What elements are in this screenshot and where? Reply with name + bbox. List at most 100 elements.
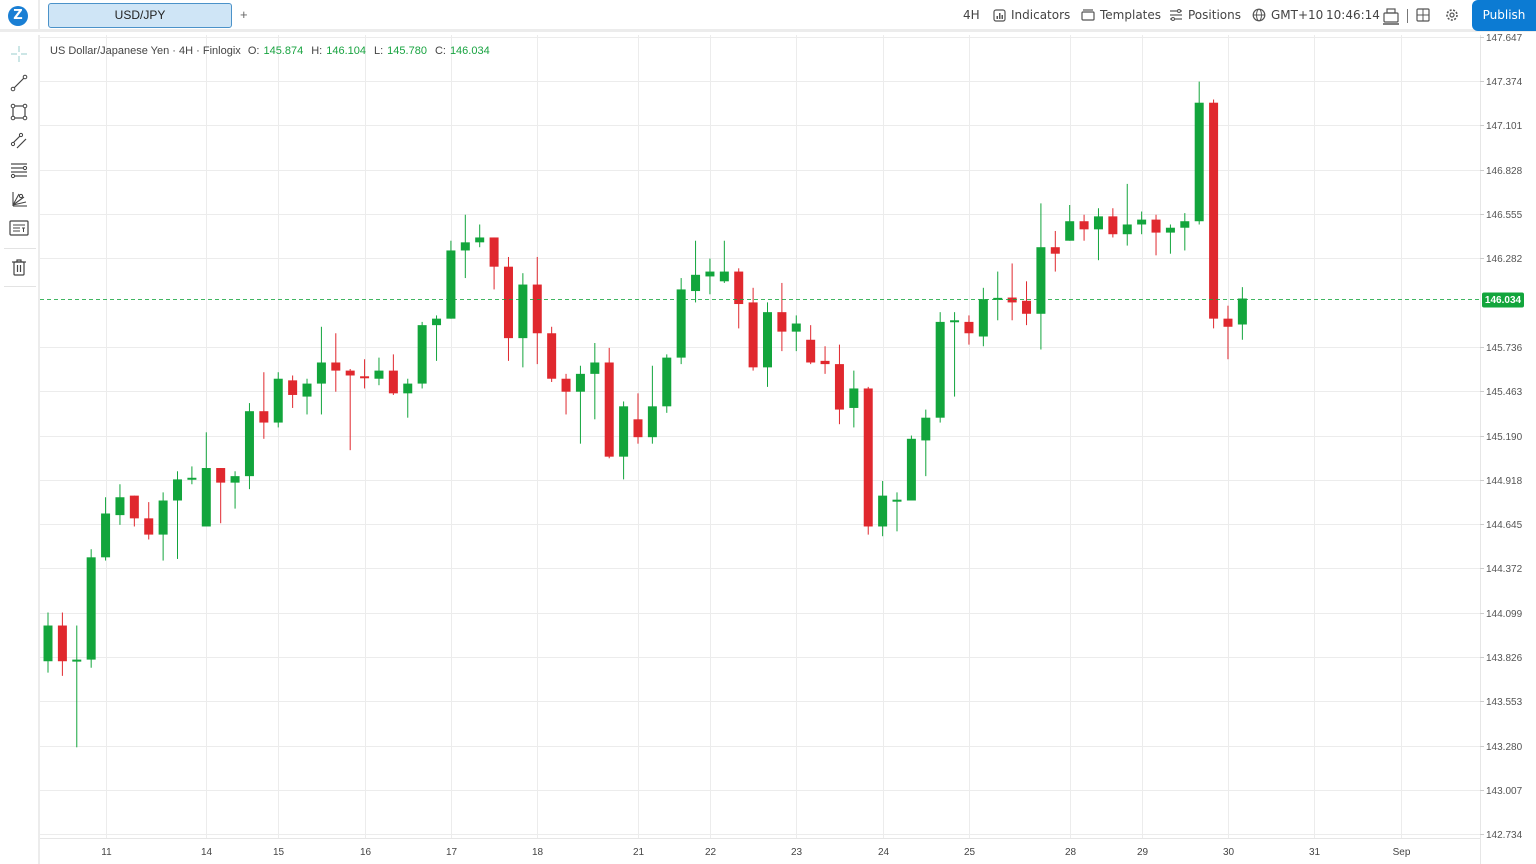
candle-down <box>1108 208 1118 238</box>
candle-body <box>1122 224 1132 235</box>
candle-down <box>360 359 370 389</box>
high-label: H: <box>311 45 323 57</box>
time-tick-label: 15 <box>273 847 285 858</box>
candle-body <box>763 312 772 368</box>
clock: 10:46:14 <box>1326 8 1380 22</box>
candle-body <box>619 406 629 457</box>
candle-up <box>86 549 96 668</box>
candle-up <box>273 372 283 428</box>
timezone-label: GMT+10 <box>1271 8 1324 22</box>
candle-up <box>244 403 254 490</box>
candle-body <box>86 557 96 660</box>
crosshair-icon[interactable] <box>9 44 29 64</box>
price-axis[interactable]: 147.647 147.374 147.101 146.828 146.555 146.2… <box>1480 33 1523 841</box>
indicators-button[interactable]: Indicators <box>993 8 1070 22</box>
candle-body <box>978 299 988 337</box>
time-tick-label: 16 <box>360 847 372 858</box>
price-tick-label: 145.190 <box>1486 432 1523 443</box>
candle-down <box>388 354 398 395</box>
candle-up <box>906 435 916 501</box>
snapshot-button[interactable] <box>1383 7 1399 25</box>
tab-usd-jpy[interactable]: USD/JPY <box>48 3 232 28</box>
candle-body <box>302 383 312 397</box>
candle-down <box>863 386 873 535</box>
time-tick-label: 25 <box>964 847 976 858</box>
candle-up <box>201 432 211 527</box>
trend-line-icon[interactable] <box>9 73 29 93</box>
candle-body <box>259 411 269 423</box>
candle-up <box>460 214 470 279</box>
time-tick-label: 18 <box>532 847 544 858</box>
candle-body <box>791 323 801 332</box>
candle-up <box>676 278 686 365</box>
candle-down <box>532 256 542 365</box>
candle-up <box>302 378 312 415</box>
candle-body <box>532 284 542 334</box>
price-tick-label: 145.463 <box>1486 387 1523 398</box>
candle-up <box>72 625 82 748</box>
grid-layout-icon <box>1416 8 1430 22</box>
candle-up <box>921 409 931 477</box>
candle-down <box>1209 99 1219 329</box>
divider <box>4 286 36 287</box>
positions-button[interactable]: Positions <box>1169 8 1241 22</box>
candle-up <box>935 312 945 423</box>
pitchfork-icon[interactable] <box>9 189 29 209</box>
candle-down <box>144 502 154 540</box>
candle-body <box>158 500 168 535</box>
time-tick-label: 24 <box>878 847 890 858</box>
candle-up <box>1122 183 1132 246</box>
candle-up <box>1165 224 1175 254</box>
candle-up <box>1137 211 1147 235</box>
candle-body <box>561 378 571 392</box>
candle-body <box>1165 227 1175 233</box>
trash-icon[interactable] <box>9 257 29 277</box>
candles <box>43 81 1247 748</box>
candle-up <box>791 315 801 352</box>
rectangle-icon[interactable] <box>9 102 29 122</box>
globe-icon <box>1252 8 1266 22</box>
parallel-channel-icon[interactable] <box>9 131 29 151</box>
candle-up <box>173 471 183 559</box>
close-value: 146.034 <box>449 45 490 57</box>
text-note-icon[interactable] <box>9 218 29 238</box>
candle-up <box>432 315 442 361</box>
add-tab-button[interactable]: + <box>240 7 248 22</box>
candle-body <box>1093 216 1103 230</box>
settings-button[interactable] <box>1445 8 1459 22</box>
candle-body <box>590 362 600 374</box>
candle-body <box>1180 221 1190 228</box>
time-axis[interactable]: 11 14 15 16 17 18 21 22 23 24 25 28 29 30 31 Sep <box>101 847 1411 858</box>
current-price-badge <box>1482 292 1524 308</box>
candle-up <box>43 612 53 673</box>
candle-down <box>547 326 557 382</box>
candle-body <box>647 406 657 438</box>
candle-up <box>518 273 528 368</box>
candle-body <box>115 497 125 516</box>
price-tick-label: 145.736 <box>1486 343 1523 354</box>
app-logo: Z <box>8 6 28 26</box>
close-label: C: <box>434 45 446 57</box>
candle-body <box>345 370 355 376</box>
layout-button[interactable] <box>1416 8 1430 22</box>
candle-up <box>950 312 960 397</box>
candle-body <box>691 274 701 292</box>
fib-retracement-icon[interactable] <box>9 160 29 180</box>
timeframe-button[interactable]: 4H <box>963 8 980 22</box>
candle-body <box>360 376 370 379</box>
candle-body <box>388 370 398 394</box>
candle-body <box>1237 298 1247 325</box>
gear-icon <box>1446 9 1458 21</box>
candle-down <box>288 375 298 408</box>
price-tick-label: 143.553 <box>1486 697 1523 708</box>
publish-button[interactable]: Publish <box>1472 0 1536 31</box>
candle-body <box>950 320 960 323</box>
candle-body <box>906 438 916 501</box>
current-price-label: 146.034 <box>1485 295 1522 306</box>
ohlc-legend: US Dollar/Japanese Yen · 4H · Finlogix O… <box>50 45 498 57</box>
templates-button[interactable]: Templates <box>1081 8 1161 22</box>
timezone-button[interactable]: GMT+10 <box>1252 8 1323 22</box>
candle-down <box>489 237 499 290</box>
time-tick-label: 30 <box>1223 847 1235 858</box>
